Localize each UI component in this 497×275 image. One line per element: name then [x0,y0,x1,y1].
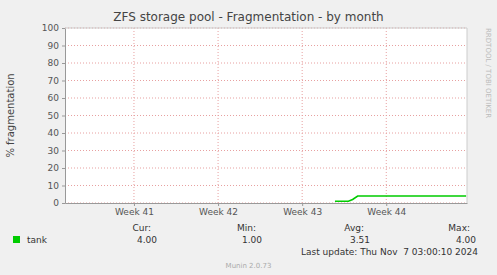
tick: Week 44 [367,203,406,217]
tick-mark [302,203,303,206]
y-axis: 0 10 20 30 40 50 60 70 80 90 100 [42,23,66,208]
tick-label: Week 44 [367,207,406,217]
tick-mark [62,28,65,29]
tick: 0 [53,198,65,208]
tick-label: 10 [48,181,60,191]
x-axis: Week 41 Week 42 Week 43 Week 44 [66,203,468,217]
plot-area [65,28,467,203]
plot-frame [65,28,467,203]
footer: Munin 2.0.73 [226,262,272,270]
tick-mark [62,133,65,134]
tick: 50 [48,111,65,121]
tick: 100 [42,23,65,33]
title: ZFS storage pool - Fragmentation - by mo… [113,10,383,24]
tick-label: 0 [53,198,59,208]
axis-line [66,203,468,204]
tick-mark [62,186,65,187]
tick: 70 [48,76,65,86]
tick: 30 [48,146,65,156]
grid-line [65,133,467,134]
legend-stat: 4.00 [456,235,476,245]
grid-line [65,185,467,186]
tick-label: 30 [48,146,60,156]
grid-line [218,28,219,203]
grid-line [65,115,467,116]
tick-mark [62,168,65,169]
grid-line [65,168,467,169]
grid-line [65,203,467,204]
axis-line [65,29,66,204]
grid [65,28,467,203]
tick-mark [62,116,65,117]
tick-label: 100 [42,23,59,33]
legend-stat: 3.51 [350,235,370,245]
tick: Week 42 [199,203,238,217]
tick-label: 50 [48,111,60,121]
legend-label: tank [27,235,48,245]
grid-line [302,28,303,203]
legend-stat: 1.00 [242,235,262,245]
grid-line [65,45,467,46]
tick-label: 60 [48,93,60,103]
tick: 80 [48,58,65,68]
tick-label: 40 [48,128,60,138]
y-axis-title: % fragmentation [5,73,16,157]
watermark: RRDTOOL / TOBI OETIKER [484,28,492,118]
tick-mark [386,203,387,206]
tick: 10 [48,181,65,191]
grid-line [65,80,467,81]
grid-line [386,28,387,203]
tick-label: 20 [48,163,60,173]
tick-mark [62,63,65,64]
legend-header: Min: [237,223,256,233]
tick: Week 43 [283,203,322,217]
grid-line [133,28,134,203]
tick-mark [62,203,65,204]
tick-label: 70 [48,76,60,86]
tick-label: 80 [48,58,60,68]
tick-label: Week 43 [283,207,322,217]
tick-mark [62,81,65,82]
legend-header: Cur: [132,223,151,233]
grid-line [65,98,467,99]
legend-swatch [13,236,20,243]
tick-mark [134,203,135,206]
legend-stat: 4.00 [137,235,157,245]
legend-header: Avg: [344,223,364,233]
chart: 0102030405060708090100Week 41Week 42Week… [0,0,497,275]
tick: 20 [48,163,65,173]
tick-label: Week 41 [115,207,154,217]
tick-mark [62,46,65,47]
last-update: Last update: Thu Nov 7 03:00:10 2024 [301,247,478,257]
line [335,196,466,201]
tick-label: Week 42 [199,207,238,217]
background [0,0,497,275]
tick-mark [62,151,65,152]
tick: 60 [48,93,65,103]
legend-header: Max: [448,223,470,233]
tick: Week 41 [115,203,154,217]
tick-label: 90 [48,41,60,51]
grid-line [65,63,467,64]
series-group [335,196,466,201]
grid-line [65,150,467,151]
tick: 40 [48,128,65,138]
tick-mark [62,98,65,99]
tick: 90 [48,41,65,51]
tick-mark [218,203,219,206]
